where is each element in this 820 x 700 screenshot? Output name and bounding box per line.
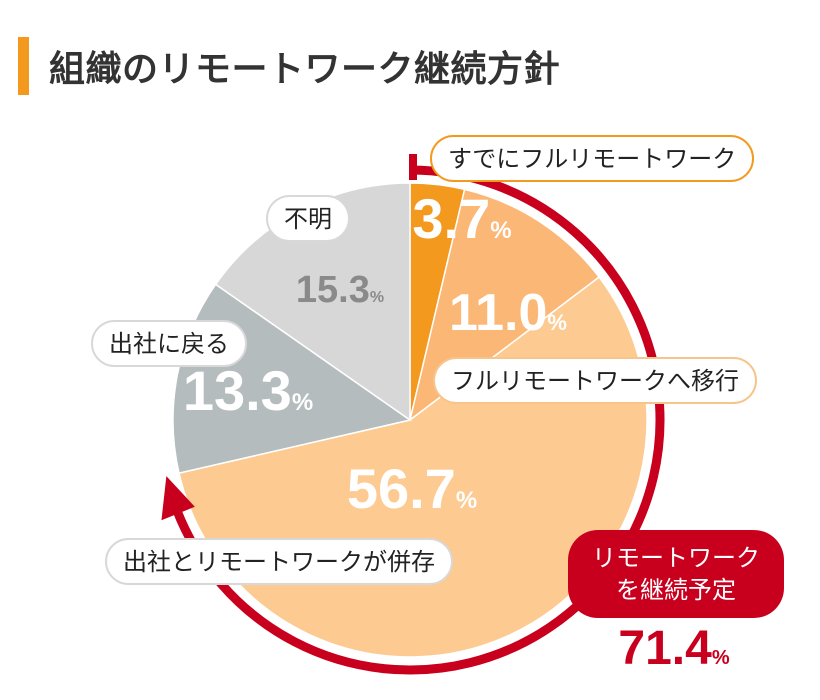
chart-title: 組織のリモートワーク継続方針 [49,49,561,90]
value-label-return-office: 13.3% [183,359,313,422]
legend-unknown: 不明 [266,195,350,242]
legend-already-full-remote: すでにフルリモートワーク [430,135,755,182]
continuation-line2: を継続予定 [616,576,736,604]
legend-moving-full-remote: フルリモートワークへ移行 [433,357,757,404]
continuation-line1: リモートワーク [592,544,760,572]
continuation-badge: リモートワーク を継続予定 [568,530,784,618]
legend-return-office: 出社に戻る [91,320,247,367]
value-label-unknown: 15.3% [296,269,384,311]
continuation-total-value: 71.4% [618,622,729,675]
legend-hybrid: 出社とリモートワークが併存 [105,538,453,585]
title-group: 組織のリモートワーク継続方針 [18,34,560,98]
value-label-already-full-remote: 3.7% [412,187,511,250]
title-accent-bar [18,37,29,95]
value-label-moving-full-remote: 11.0% [449,284,567,342]
continuation-arrowhead [161,476,195,521]
continuation-start-tick [409,154,417,180]
pie-value-labels: 3.7% 11.0% 56.7% 13.3% 15.3% 71.4% [183,187,730,675]
value-label-hybrid: 56.7% [347,457,477,520]
